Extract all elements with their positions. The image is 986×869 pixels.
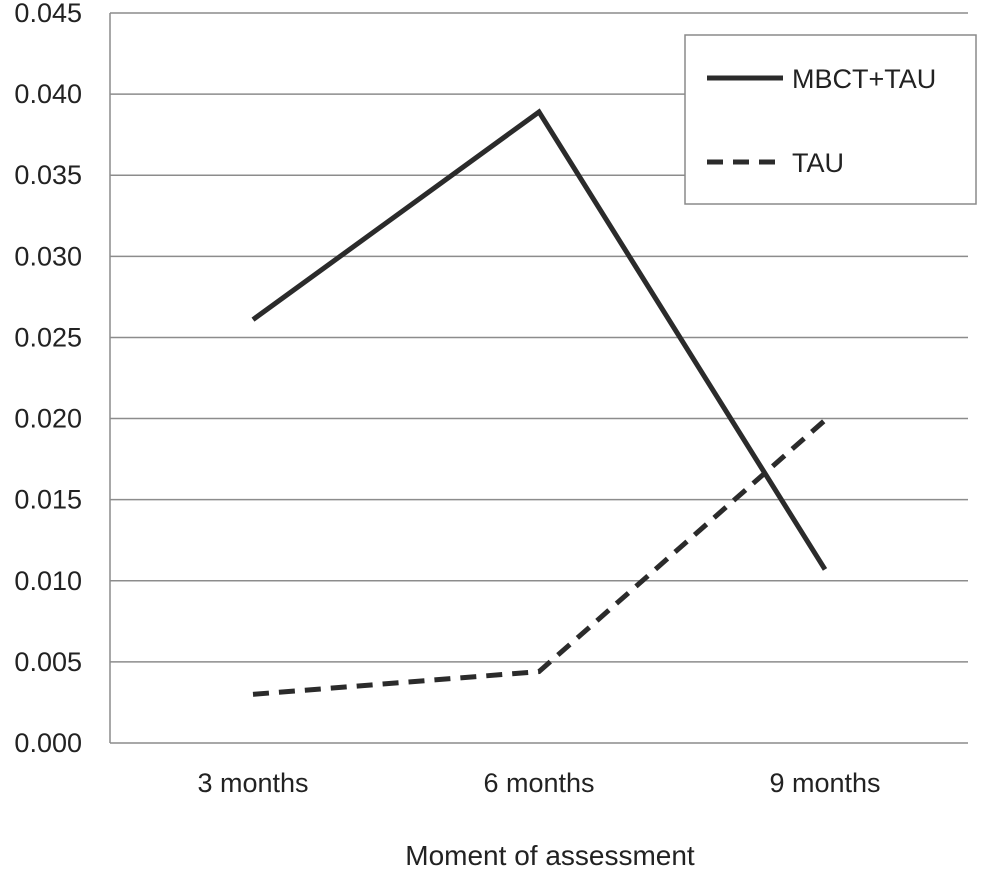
x-tick-label: 9 months: [769, 768, 880, 798]
y-tick-label: 0.035: [14, 160, 82, 190]
x-tick-label: 3 months: [197, 768, 308, 798]
y-tick-label: 0.045: [14, 0, 82, 28]
y-tick-label: 0.010: [14, 566, 82, 596]
y-tick-label: 0.000: [14, 728, 82, 758]
y-tick-label: 0.005: [14, 647, 82, 677]
x-tick-label: 6 months: [483, 768, 594, 798]
x-axis-tick-labels: 3 months 6 months 9 months: [197, 768, 880, 798]
legend: MBCT+TAU TAU: [684, 34, 977, 205]
y-tick-label: 0.015: [14, 485, 82, 515]
y-axis-tick-labels: 0.000 0.005 0.010 0.015 0.020 0.025 0.030 0.035…: [14, 0, 82, 758]
gridlines: [109, 12, 968, 744]
y-tick-label: 0.030: [14, 241, 82, 271]
series-lines: [251, 108, 828, 697]
y-tick-label: 0.020: [14, 404, 82, 434]
legend-label-tau: TAU: [792, 148, 844, 178]
x-axis-title: Moment of assessment: [405, 840, 695, 869]
legend-label-mbct-tau: MBCT+TAU: [792, 64, 936, 94]
legend-box: [684, 34, 977, 205]
y-tick-label: 0.025: [14, 322, 82, 352]
y-tick-label: 0.040: [14, 79, 82, 109]
